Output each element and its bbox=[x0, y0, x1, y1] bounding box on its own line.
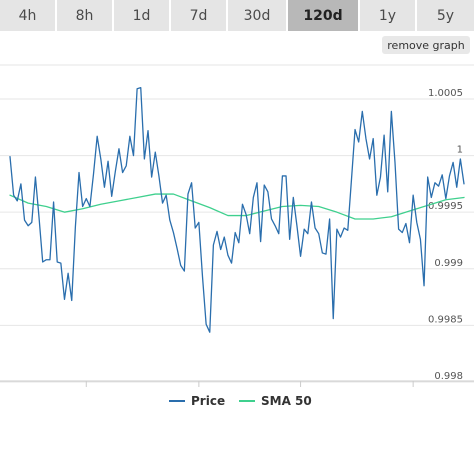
y-axis-ticks: 0.998 0.9985 0.999 0.9995 1 1.0005 bbox=[428, 88, 463, 382]
grid-lines bbox=[0, 64, 474, 383]
y-tick-label: 0.998 bbox=[434, 371, 463, 382]
price-legend-swatch bbox=[169, 400, 185, 402]
remove-graph-button[interactable]: remove graph bbox=[382, 36, 470, 54]
x-axis: Jan '26Feb '26Mar '26Apr '26 bbox=[0, 380, 474, 387]
sma-50-line bbox=[9, 193, 465, 220]
tab-30d[interactable]: 30d bbox=[228, 0, 288, 31]
y-tick-label: 1 bbox=[457, 145, 463, 156]
series-lines bbox=[9, 86, 465, 333]
tab-7d[interactable]: 7d bbox=[171, 0, 228, 31]
legend-label-price: Price bbox=[191, 394, 226, 408]
tab-4h[interactable]: 4h bbox=[0, 0, 57, 31]
tab-1d[interactable]: 1d bbox=[114, 0, 171, 31]
legend-item-price[interactable]: Price bbox=[169, 394, 225, 408]
price-chart: 0.998 0.9985 0.999 0.9995 1 1.0005 Jan '26Feb… bbox=[0, 64, 474, 387]
legend-label-sma: SMA 50 bbox=[261, 394, 312, 408]
y-tick-label: 0.9995 bbox=[428, 201, 463, 212]
tab-1y[interactable]: 1y bbox=[360, 0, 417, 31]
tab-5y[interactable]: 5y bbox=[417, 0, 474, 31]
legend-item-sma[interactable]: SMA 50 bbox=[239, 394, 312, 408]
chart-legend: Price SMA 50 bbox=[0, 394, 474, 410]
tab-120d[interactable]: 120d bbox=[288, 0, 360, 31]
price-line bbox=[9, 86, 465, 333]
timeframe-tabs: 4h 8h 1d 7d 30d 120d 1y 5y bbox=[0, 0, 474, 31]
tab-8h[interactable]: 8h bbox=[57, 0, 114, 31]
sma-legend-swatch bbox=[239, 400, 255, 402]
y-tick-label: 1.0005 bbox=[428, 88, 463, 99]
y-tick-label: 0.999 bbox=[434, 258, 463, 269]
y-tick-label: 0.9985 bbox=[428, 314, 463, 325]
